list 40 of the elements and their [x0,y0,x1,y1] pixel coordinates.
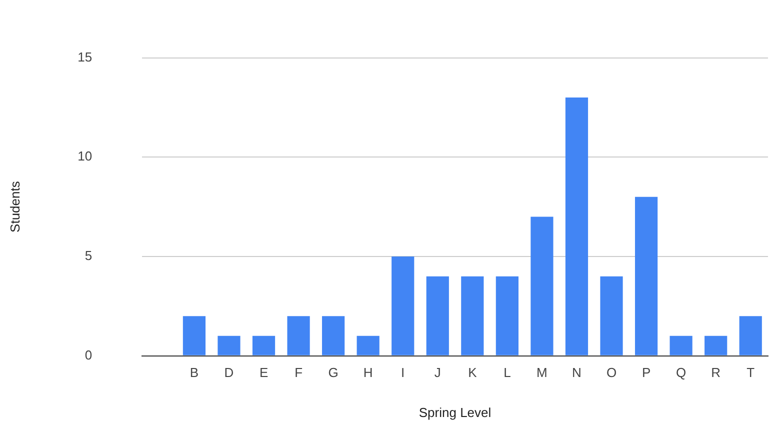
x-tick-label: B [190,365,199,380]
bar [704,336,728,356]
x-tick-label: M [536,365,548,380]
bar [634,196,658,356]
y-tick-label: 0 [84,347,92,362]
bar [530,216,554,356]
x-tick-label: T [746,365,755,380]
bar [565,98,588,356]
bar [739,316,762,356]
bar [392,256,414,356]
x-tick-label: P [642,365,651,380]
x-axis-title: Spring Level [418,404,492,420]
x-tick-label: H [363,365,373,380]
x-tick-label: K [468,365,478,380]
x-tick-label: O [606,365,617,380]
bar [182,316,206,356]
y-axis-title: Students [7,180,22,232]
x-tick-label: D [224,365,234,380]
bar [600,276,623,356]
x-tick-label: E [259,365,268,380]
y-tick-label: 5 [84,248,92,264]
bar [356,336,380,356]
x-tick-label: L [504,365,511,380]
bar [496,276,518,356]
y-tick-label: 15 [78,49,92,64]
x-tick-label: I [401,365,405,380]
x-tick-label: N [572,365,582,380]
bar [461,276,484,356]
bar [322,316,345,356]
x-tick-label: F [294,365,303,380]
x-tick-label: R [711,365,721,380]
x-tick-label: G [328,365,338,380]
y-tick-label: 10 [78,148,92,164]
bar [670,336,692,356]
bar [218,336,240,356]
x-tick-label: Q [676,365,686,380]
bar [287,316,310,356]
x-tick-label: J [434,365,441,380]
bar [252,336,276,356]
bar [426,276,449,356]
